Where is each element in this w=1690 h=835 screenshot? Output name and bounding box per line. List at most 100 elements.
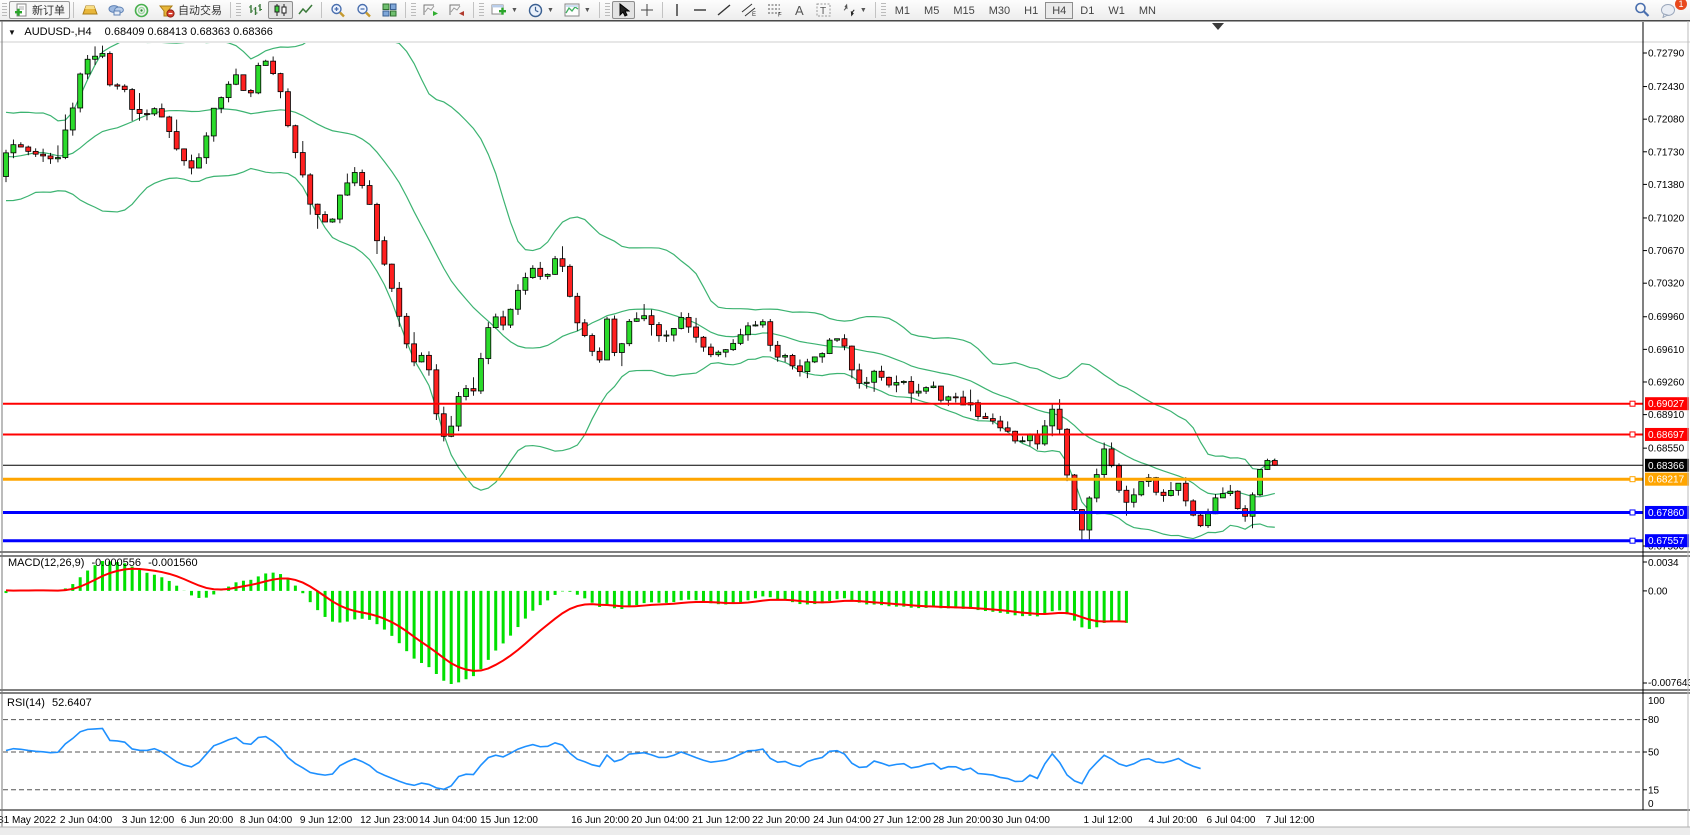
macd-signal-line — [5, 567, 1127, 672]
timeframe-M5[interactable]: M5 — [924, 4, 940, 17]
toolbar-grip[interactable] — [2, 2, 7, 18]
timeframe-M30[interactable]: M30 — [988, 4, 1011, 17]
candle — [1168, 490, 1174, 496]
zoom-out-button[interactable] — [351, 1, 377, 19]
rsi-line — [5, 727, 1201, 791]
timeframe-H1[interactable]: H1 — [1024, 4, 1039, 17]
candle — [84, 58, 91, 75]
candle — [648, 315, 655, 325]
x-axis-label: 20 Jun 04:00 — [631, 815, 689, 826]
rsi-value: 52.6407 — [51, 697, 92, 709]
candle — [989, 418, 996, 422]
y-tick-label: 0.68550 — [1648, 444, 1685, 455]
chevron-down-icon[interactable]: ▼ — [8, 28, 16, 37]
autotrading-icon — [159, 5, 175, 18]
chart-shift-button[interactable] — [444, 1, 470, 19]
candle — [218, 97, 225, 109]
notification-badge: 1 — [1675, 0, 1687, 10]
text-button[interactable]: A — [788, 1, 811, 19]
timeframe-H4[interactable]: H4 — [1045, 1, 1074, 19]
signals-button[interactable] — [129, 1, 154, 19]
macd-pane[interactable] — [4, 561, 1128, 684]
candle — [841, 338, 848, 347]
candle — [1175, 482, 1182, 491]
candle — [826, 339, 833, 354]
candle — [92, 55, 98, 60]
cursor-button[interactable] — [611, 1, 635, 19]
macd-scale-zero: 0.00 — [1648, 586, 1668, 597]
candle — [945, 396, 952, 401]
candle — [1049, 408, 1056, 427]
horizontal-line-icon — [693, 9, 706, 11]
horizontal-line-button[interactable] — [688, 1, 712, 19]
new-order-button[interactable]: 新订单 — [9, 1, 70, 19]
candle — [1108, 448, 1115, 467]
search-button[interactable] — [1629, 1, 1655, 19]
templates-button[interactable]: ▼ — [559, 1, 596, 19]
timeframe-W1[interactable]: W1 — [1108, 4, 1125, 17]
timeframe-D1[interactable]: D1 — [1080, 4, 1095, 17]
candle — [433, 369, 440, 415]
candle — [285, 91, 291, 127]
price-level-label: 0.67557 — [1648, 536, 1685, 547]
candle — [121, 85, 128, 91]
fibonacci-icon: F — [767, 4, 782, 17]
x-axis-label: 7 Jul 12:00 — [1266, 815, 1315, 826]
candle — [618, 343, 625, 353]
candles — [3, 45, 1278, 541]
auto-scroll-icon — [423, 4, 438, 16]
chart-shift-marker[interactable] — [1212, 23, 1224, 30]
svg-text:T: T — [820, 6, 826, 17]
candle — [158, 108, 165, 118]
text-label-button[interactable]: T — [811, 1, 836, 19]
candle — [255, 65, 262, 94]
notifications-button[interactable]: 1 — [1655, 0, 1687, 19]
candle — [581, 322, 588, 336]
bar-chart-button[interactable] — [243, 1, 268, 19]
candle — [32, 150, 39, 155]
rsi-pane[interactable]: 80 50 15 100 0 — [3, 696, 1665, 810]
data-window-button[interactable] — [103, 1, 129, 19]
y-tick-label: 0.71020 — [1648, 213, 1685, 224]
candle — [730, 342, 737, 351]
x-axis-label: 6 Jul 04:00 — [1207, 815, 1256, 826]
profiles-button[interactable]: ▼ — [523, 1, 559, 19]
candle — [114, 84, 121, 87]
auto-scroll-button[interactable] — [418, 1, 444, 19]
rsi-scale-top: 100 — [1648, 696, 1665, 707]
candle — [485, 327, 492, 359]
timeframe-MN[interactable]: MN — [1138, 4, 1156, 17]
candle — [240, 74, 247, 91]
line-chart-icon — [298, 4, 313, 15]
candle — [685, 317, 692, 328]
fibonacci-button[interactable]: F — [762, 1, 788, 19]
clock-icon — [528, 3, 543, 17]
market-watch-button[interactable] — [77, 1, 103, 19]
candle — [633, 318, 640, 322]
equidistant-channel-button[interactable]: E — [736, 1, 762, 19]
new-chart-button[interactable]: ▼ — [486, 1, 523, 19]
tile-windows-button[interactable] — [377, 1, 402, 19]
vertical-line-button[interactable] — [666, 1, 688, 19]
zoom-in-button[interactable] — [325, 1, 351, 19]
template-chart-icon — [564, 3, 580, 17]
autotrading-button[interactable]: 自动交易 — [154, 1, 227, 19]
candle — [500, 316, 507, 326]
timeframe-M15[interactable]: M15 — [953, 4, 975, 17]
candlestick-chart-button[interactable] — [268, 1, 293, 19]
candle — [715, 351, 722, 356]
candle — [1219, 493, 1226, 499]
macd-scale-min: -0.007643 — [1648, 678, 1690, 689]
candle — [848, 345, 855, 371]
candle — [314, 203, 321, 215]
new-chart-icon — [491, 4, 506, 15]
x-axis-label: 9 Jun 12:00 — [300, 815, 353, 826]
line-chart-button[interactable] — [293, 1, 318, 19]
arrows-button[interactable]: ▼ — [836, 1, 872, 19]
candle — [247, 90, 254, 94]
timeframe-M1[interactable]: M1 — [894, 4, 911, 17]
crosshair-button[interactable] — [635, 1, 659, 19]
trendline-button[interactable] — [712, 1, 736, 19]
candle — [752, 324, 759, 327]
